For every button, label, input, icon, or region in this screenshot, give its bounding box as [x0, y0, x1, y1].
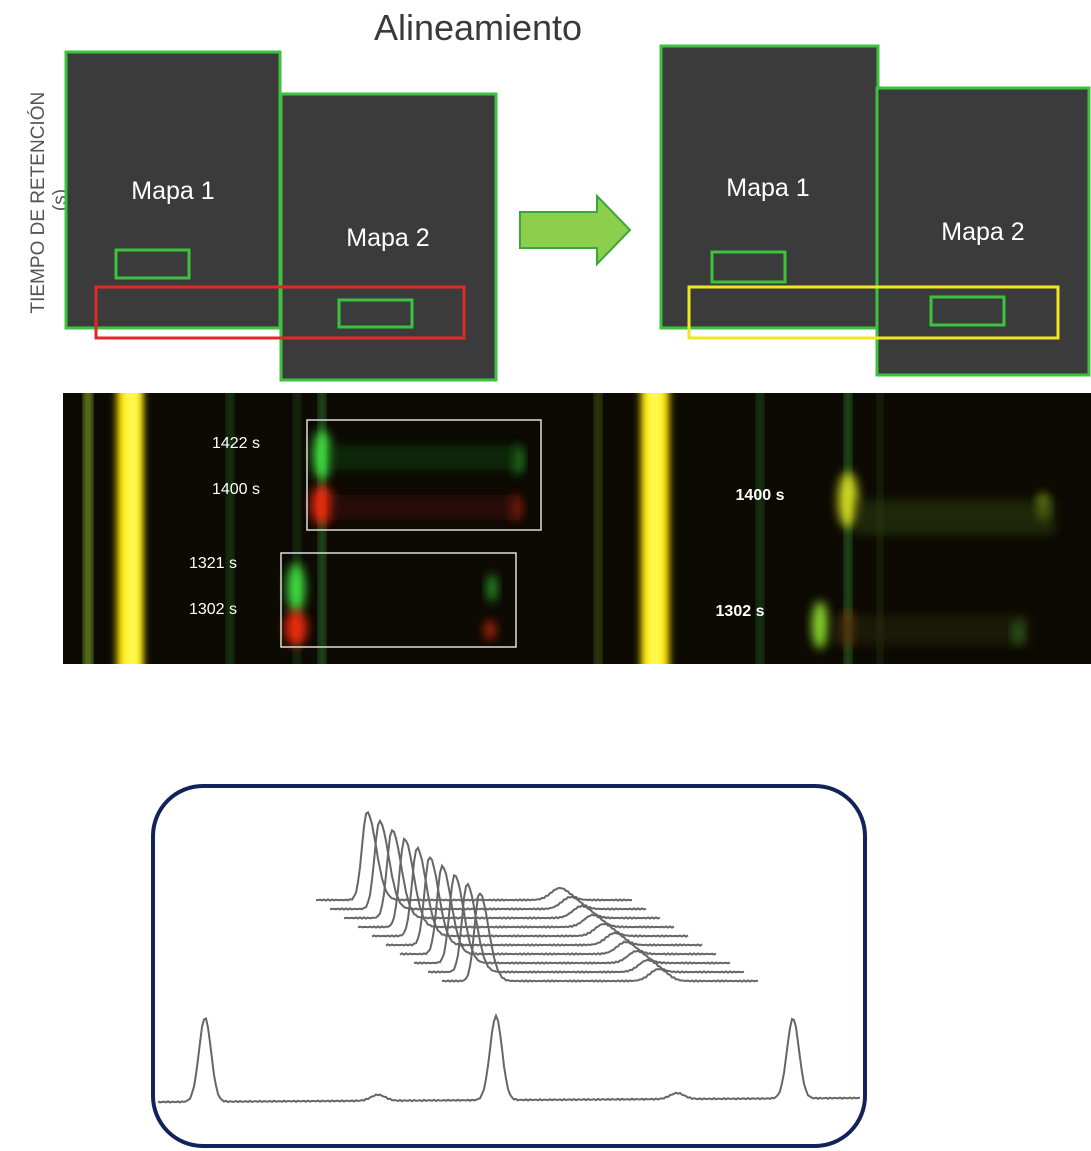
spot: [487, 574, 497, 602]
streak: [85, 380, 91, 680]
band: [830, 615, 1030, 645]
spot: [285, 610, 307, 646]
spot: [313, 430, 331, 480]
time-label: 1302 s: [189, 601, 237, 618]
map-label: Mapa 2: [941, 218, 1024, 246]
spot: [311, 485, 333, 525]
spot: [812, 601, 828, 649]
streak: [596, 380, 601, 680]
figure: Alineamiento TIEMPO DE RETENCIÓN (s) Map…: [0, 0, 1091, 1151]
time-label: 1400 s: [736, 487, 785, 504]
streak: [758, 380, 763, 680]
spot: [287, 563, 305, 613]
axis-label: TIEMPO DE RETENCIÓN (s): [27, 87, 71, 314]
arrow: [520, 196, 630, 264]
spot: [484, 620, 496, 640]
map-label: Mapa 1: [131, 177, 214, 205]
title: Alineamiento: [374, 7, 582, 48]
map-label: Mapa 2: [346, 224, 429, 252]
band: [855, 500, 1055, 535]
band: [330, 445, 520, 470]
streak: [125, 380, 139, 680]
streak: [228, 380, 233, 680]
band: [330, 495, 520, 520]
time-label: 1400 s: [212, 481, 260, 498]
axis-label-line: TIEMPO DE RETENCIÓN: [27, 92, 49, 314]
map-label: Mapa 1: [726, 174, 809, 202]
time-label: 1321 s: [189, 555, 237, 572]
streak: [648, 380, 662, 680]
time-label: 1302 s: [716, 603, 765, 620]
time-label: 1422 s: [212, 435, 260, 452]
